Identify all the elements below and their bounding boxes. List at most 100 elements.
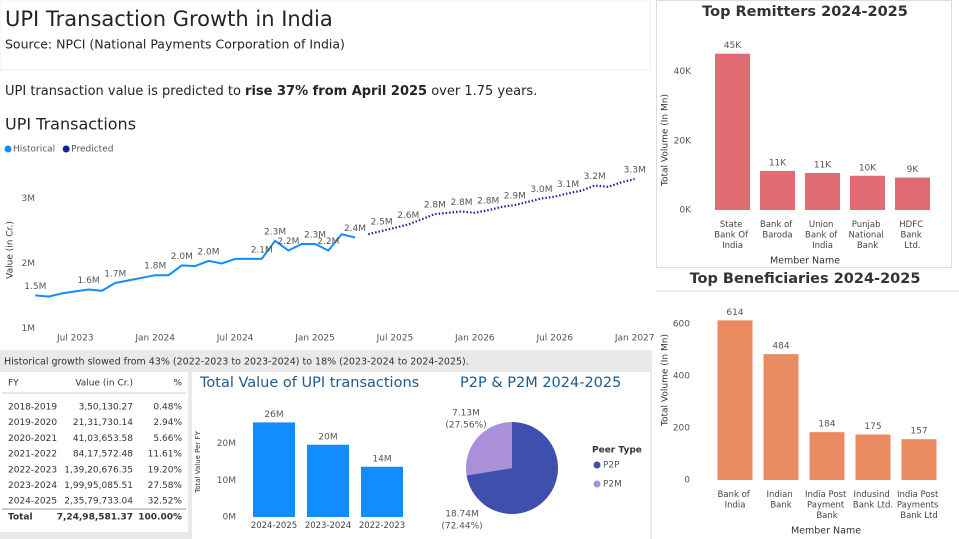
x-axis-title: Member Name xyxy=(770,256,840,267)
x-tick-label: Bank of Baroda xyxy=(760,220,795,241)
x-tick-label: Union Bank of India xyxy=(805,220,840,251)
pie-slice xyxy=(465,422,512,476)
y-tick-label: 1M xyxy=(22,324,36,334)
insight-text: over 1.75 years. xyxy=(427,84,537,99)
insight: UPI transaction value is predicted to ri… xyxy=(5,84,537,99)
y-axis-title: Total Value Per FY xyxy=(194,430,202,493)
table-cell: 2.94% xyxy=(153,418,182,428)
data-label: 2.2M xyxy=(317,237,339,247)
x-tick-label: India Post Payments Bank Ltd xyxy=(897,490,941,521)
y-tick-label: 400 xyxy=(673,372,690,382)
data-label: 3.1M xyxy=(557,180,579,190)
percent-label: (27.56%) xyxy=(445,421,486,431)
data-label: 2.9M xyxy=(504,192,526,202)
x-tick-label: 2023-2024 xyxy=(305,521,351,531)
data-label: 175 xyxy=(864,422,881,432)
bar xyxy=(717,320,753,480)
table-cell: 2018-2019 xyxy=(8,403,57,413)
table-total: 7,24,98,581.37 xyxy=(57,513,133,523)
series-line xyxy=(368,177,635,236)
table-header: Value (in Cr.) xyxy=(75,379,133,389)
data-label: 1.8M xyxy=(144,262,166,272)
data-label: 11K xyxy=(769,158,787,168)
data-label: 1.7M xyxy=(104,270,126,280)
data-label: 614 xyxy=(726,308,743,318)
legend-marker xyxy=(62,145,70,153)
data-label: 3.3M xyxy=(624,166,646,176)
table-header: % xyxy=(173,379,182,389)
legend-label: Historical xyxy=(13,145,55,155)
data-label: 2.6M xyxy=(397,211,419,221)
data-label: 2.8M xyxy=(477,197,499,207)
bar xyxy=(901,439,937,480)
x-tick-label: State Bank Of India xyxy=(714,220,750,251)
table-cell: 5.66% xyxy=(153,434,182,444)
data-label: 14M xyxy=(372,454,391,464)
data-label: 11K xyxy=(814,160,832,170)
x-tick-label: 2022-2023 xyxy=(359,521,405,531)
table-cell: 41,03,653.58 xyxy=(73,434,133,444)
data-label: 157 xyxy=(910,427,927,437)
data-label: 2.3M xyxy=(264,227,286,237)
chart-title: Top Beneficiaries 2024-2025 xyxy=(690,271,921,287)
chart-title: P2P & P2M 2024-2025 xyxy=(460,375,621,391)
bar xyxy=(715,53,750,210)
series-line xyxy=(35,233,356,298)
page-title: UPI Transaction Growth in India xyxy=(5,7,333,31)
data-label: 2.0M xyxy=(171,252,193,262)
data-label: 2.0M xyxy=(197,247,219,257)
x-tick-label: HDFC Bank Ltd. xyxy=(899,220,925,251)
x-tick-label: Jan 2025 xyxy=(294,334,335,344)
data-label: 2.3M xyxy=(304,231,326,241)
table-cell: 21,31,730.14 xyxy=(73,418,133,428)
legend-marker xyxy=(4,145,12,153)
data-label: 10K xyxy=(859,163,877,173)
x-tick-label: Punjab National Bank xyxy=(848,220,886,251)
y-tick-label: 20K xyxy=(674,136,692,146)
bar xyxy=(763,354,799,480)
y-tick-label: 0M xyxy=(223,513,237,523)
x-tick-label: India Post Payment Bank xyxy=(805,490,849,521)
y-tick-label: 10M xyxy=(217,476,236,486)
insight-text: UPI transaction value is predicted to xyxy=(5,84,245,99)
legend-label: P2P xyxy=(603,461,620,471)
table-panel xyxy=(0,372,188,532)
remitters-panel xyxy=(656,0,952,268)
x-tick-label: 2024-2025 xyxy=(251,521,297,531)
bar xyxy=(307,444,349,517)
y-tick-label: 40K xyxy=(674,67,692,77)
data-label: 26M xyxy=(264,410,283,420)
table-cell: 19.20% xyxy=(148,465,183,475)
table-cell: 2024-2025 xyxy=(8,497,57,507)
y-tick-label: 600 xyxy=(673,320,690,330)
y-tick-label: 2M xyxy=(22,259,36,269)
legend-label: Predicted xyxy=(71,145,113,155)
table-cell: 2020-2021 xyxy=(8,434,57,444)
chart-title: UPI Transactions xyxy=(5,115,136,134)
bar xyxy=(855,434,891,480)
y-tick-label: 0K xyxy=(679,206,692,216)
data-label: 3.2M xyxy=(584,172,606,182)
table-cell: 0.48% xyxy=(153,403,182,413)
x-tick-label: Jan 2026 xyxy=(454,334,495,344)
data-label: 2.1M xyxy=(251,245,273,255)
x-tick-label: Indian Bank xyxy=(767,490,796,511)
x-tick-label: Jul 2026 xyxy=(535,334,573,344)
table-cell: 11.61% xyxy=(148,450,183,460)
bar xyxy=(361,466,403,517)
data-label: 3.0M xyxy=(530,185,552,195)
data-label: 2.8M xyxy=(424,201,446,211)
table-cell: 84,17,572.48 xyxy=(73,450,133,460)
y-axis-title: Total Volume (In Mn) xyxy=(661,334,671,427)
bar xyxy=(760,170,795,210)
percent-label: (72.44%) xyxy=(441,522,482,532)
data-label: 2.5M xyxy=(371,218,393,228)
y-tick-label: 0 xyxy=(684,476,690,486)
data-label: 2.8M xyxy=(450,198,472,208)
data-label: 20M xyxy=(318,432,337,442)
bar xyxy=(805,172,840,210)
legend-title: Peer Type xyxy=(592,446,642,456)
table-cell: 2,35,79,733.04 xyxy=(64,497,133,507)
